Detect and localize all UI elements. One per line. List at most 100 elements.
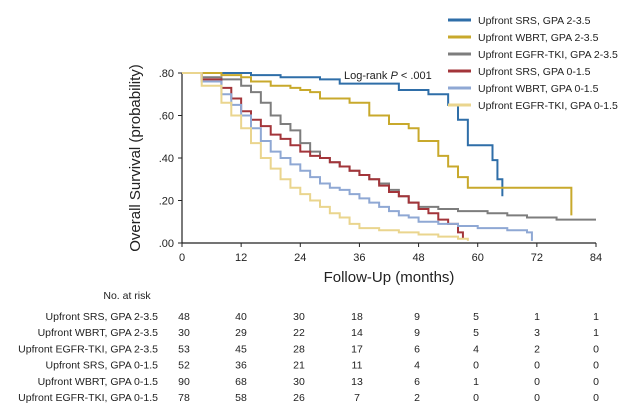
risk-table: No. at risk Upfront SRS, GPA 2-3.5 48 40 30… bbox=[18, 290, 599, 404]
y-tick-label: .00 bbox=[159, 238, 174, 250]
legend-item-upfront-srs-gpa-2-3-5: Upfront SRS, GPA 2-3.5 bbox=[448, 15, 591, 27]
risk-value: 6 bbox=[414, 376, 420, 388]
y-axis-title: Overall Survival (probability) bbox=[127, 64, 144, 252]
risk-value: 21 bbox=[293, 360, 305, 372]
plot-area: 0 12 24 36 48 60 72 84 .00 .20 .40 .60 .80 bbox=[159, 68, 602, 264]
risk-value: 22 bbox=[293, 327, 305, 339]
legend: Upfront SRS, GPA 2-3.5 Upfront WBRT, GPA … bbox=[448, 15, 618, 112]
y-axis-ticks: .00 .20 .40 .60 .80 bbox=[159, 68, 182, 250]
risk-value: 58 bbox=[235, 392, 247, 404]
x-tick-label: 0 bbox=[179, 252, 185, 264]
risk-value: 30 bbox=[293, 376, 305, 388]
risk-value: 52 bbox=[178, 360, 190, 372]
y-tick-label: .80 bbox=[159, 68, 174, 80]
annotation-suffix: < .001 bbox=[398, 70, 432, 82]
x-tick-label: 72 bbox=[531, 252, 543, 264]
x-tick-label: 60 bbox=[472, 252, 484, 264]
risk-row-label: Upfront WBRT, GPA 2-3.5 bbox=[38, 327, 159, 339]
legend-label: Upfront WBRT, GPA 0-1.5 bbox=[478, 83, 599, 95]
risk-value: 1 bbox=[593, 311, 599, 323]
risk-value: 5 bbox=[473, 311, 479, 323]
legend-label: Upfront EGFR-TKI, GPA 0-1.5 bbox=[478, 100, 618, 112]
legend-item-upfront-wbrt-gpa-2-3-5: Upfront WBRT, GPA 2-3.5 bbox=[448, 32, 599, 44]
risk-value: 1 bbox=[593, 327, 599, 339]
risk-value: 45 bbox=[235, 343, 247, 355]
x-axis-ticks: 0 12 24 36 48 60 72 84 bbox=[179, 243, 602, 264]
legend-label: Upfront SRS, GPA 2-3.5 bbox=[478, 15, 591, 27]
legend-item-upfront-wbrt-gpa-0-1-5: Upfront WBRT, GPA 0-1.5 bbox=[448, 83, 599, 95]
risk-table-title: No. at risk bbox=[103, 290, 151, 302]
curve-upfront-egfr-tki-gpa-0-1-5 bbox=[182, 72, 469, 241]
legend-item-upfront-srs-gpa-0-1-5: Upfront SRS, GPA 0-1.5 bbox=[448, 66, 591, 78]
risk-value: 0 bbox=[473, 360, 479, 372]
risk-value: 0 bbox=[593, 392, 599, 404]
risk-value: 30 bbox=[293, 311, 305, 323]
risk-row-upfront-wbrt-gpa-0-1-5: Upfront WBRT, GPA 0-1.5 90 68 30 13 6 1 0 0 bbox=[38, 376, 600, 388]
risk-value: 0 bbox=[473, 392, 479, 404]
risk-value: 3 bbox=[534, 327, 540, 339]
risk-row-label: Upfront EGFR-TKI, GPA 0-1.5 bbox=[18, 392, 158, 404]
risk-row-upfront-srs-gpa-2-3-5: Upfront SRS, GPA 2-3.5 48 40 30 18 9 5 1 1 bbox=[46, 311, 600, 323]
risk-value: 1 bbox=[473, 376, 479, 388]
risk-value: 36 bbox=[235, 360, 247, 372]
risk-value: 18 bbox=[351, 311, 363, 323]
y-tick-label: .20 bbox=[159, 196, 174, 208]
risk-value: 29 bbox=[235, 327, 247, 339]
risk-value: 28 bbox=[293, 343, 305, 355]
y-tick-label: .40 bbox=[159, 153, 174, 165]
x-tick-label: 48 bbox=[412, 252, 424, 264]
risk-row-upfront-egfr-tki-gpa-0-1-5: Upfront EGFR-TKI, GPA 0-1.5 78 58 26 7 2 0 0 0 bbox=[18, 392, 599, 404]
legend-item-upfront-egfr-tki-gpa-0-1-5: Upfront EGFR-TKI, GPA 0-1.5 bbox=[448, 100, 618, 112]
log-rank-annotation: Log-rank P < .001 bbox=[344, 70, 432, 82]
risk-row-upfront-srs-gpa-0-1-5: Upfront SRS, GPA 0-1.5 52 36 21 11 4 0 0 0 bbox=[46, 360, 600, 372]
risk-value: 2 bbox=[534, 343, 540, 355]
risk-value: 4 bbox=[414, 360, 420, 372]
risk-value: 0 bbox=[593, 376, 599, 388]
risk-value: 0 bbox=[593, 343, 599, 355]
risk-value: 0 bbox=[593, 360, 599, 372]
curve-upfront-srs-gpa-0-1-5 bbox=[182, 72, 464, 239]
risk-row-label: Upfront EGFR-TKI, GPA 2-3.5 bbox=[18, 343, 158, 355]
risk-value: 90 bbox=[178, 376, 190, 388]
risk-value: 0 bbox=[534, 392, 540, 404]
risk-value: 9 bbox=[414, 327, 420, 339]
legend-item-upfront-egfr-tki-gpa-2-3-5: Upfront EGFR-TKI, GPA 2-3.5 bbox=[448, 49, 618, 61]
risk-value: 5 bbox=[473, 327, 479, 339]
legend-label: Upfront WBRT, GPA 2-3.5 bbox=[478, 32, 599, 44]
curve-upfront-srs-gpa-2-3-5 bbox=[182, 72, 504, 197]
x-axis-title: Follow-Up (months) bbox=[324, 269, 455, 286]
risk-value: 9 bbox=[414, 311, 420, 323]
curve-upfront-wbrt-gpa-2-3-5 bbox=[182, 72, 573, 216]
curve-upfront-wbrt-gpa-0-1-5 bbox=[182, 72, 533, 241]
risk-value: 4 bbox=[473, 343, 479, 355]
risk-value: 7 bbox=[354, 392, 360, 404]
risk-value: 2 bbox=[414, 392, 420, 404]
risk-value: 40 bbox=[235, 311, 247, 323]
y-tick-label: .60 bbox=[159, 111, 174, 123]
risk-value: 11 bbox=[352, 360, 363, 372]
risk-row-upfront-wbrt-gpa-2-3-5: Upfront WBRT, GPA 2-3.5 30 29 22 14 9 5 3 1 bbox=[38, 327, 600, 339]
legend-label: Upfront EGFR-TKI, GPA 2-3.5 bbox=[478, 49, 618, 61]
x-tick-label: 36 bbox=[353, 252, 365, 264]
survival-curves bbox=[182, 72, 596, 241]
risk-value: 53 bbox=[178, 343, 190, 355]
risk-value: 13 bbox=[351, 376, 363, 388]
risk-value: 26 bbox=[293, 392, 305, 404]
x-tick-label: 24 bbox=[294, 252, 306, 264]
risk-value: 14 bbox=[351, 327, 363, 339]
risk-value: 78 bbox=[178, 392, 190, 404]
risk-row-label: Upfront SRS, GPA 2-3.5 bbox=[46, 311, 159, 323]
risk-value: 17 bbox=[351, 343, 363, 355]
annotation-prefix: Log-rank bbox=[344, 70, 390, 82]
risk-row-upfront-egfr-tki-gpa-2-3-5: Upfront EGFR-TKI, GPA 2-3.5 53 45 28 17 6 4 2 0 bbox=[18, 343, 599, 355]
risk-table-rows: Upfront SRS, GPA 2-3.5 48 40 30 18 9 5 1 1Upfron… bbox=[18, 311, 599, 404]
risk-value: 1 bbox=[534, 311, 540, 323]
risk-value: 0 bbox=[534, 360, 540, 372]
annotation-p-value-symbol: P bbox=[390, 70, 398, 82]
risk-value: 68 bbox=[235, 376, 247, 388]
x-tick-label: 84 bbox=[590, 252, 602, 264]
risk-value: 30 bbox=[178, 327, 190, 339]
x-tick-label: 12 bbox=[235, 252, 247, 264]
risk-row-label: Upfront SRS, GPA 0-1.5 bbox=[46, 360, 159, 372]
